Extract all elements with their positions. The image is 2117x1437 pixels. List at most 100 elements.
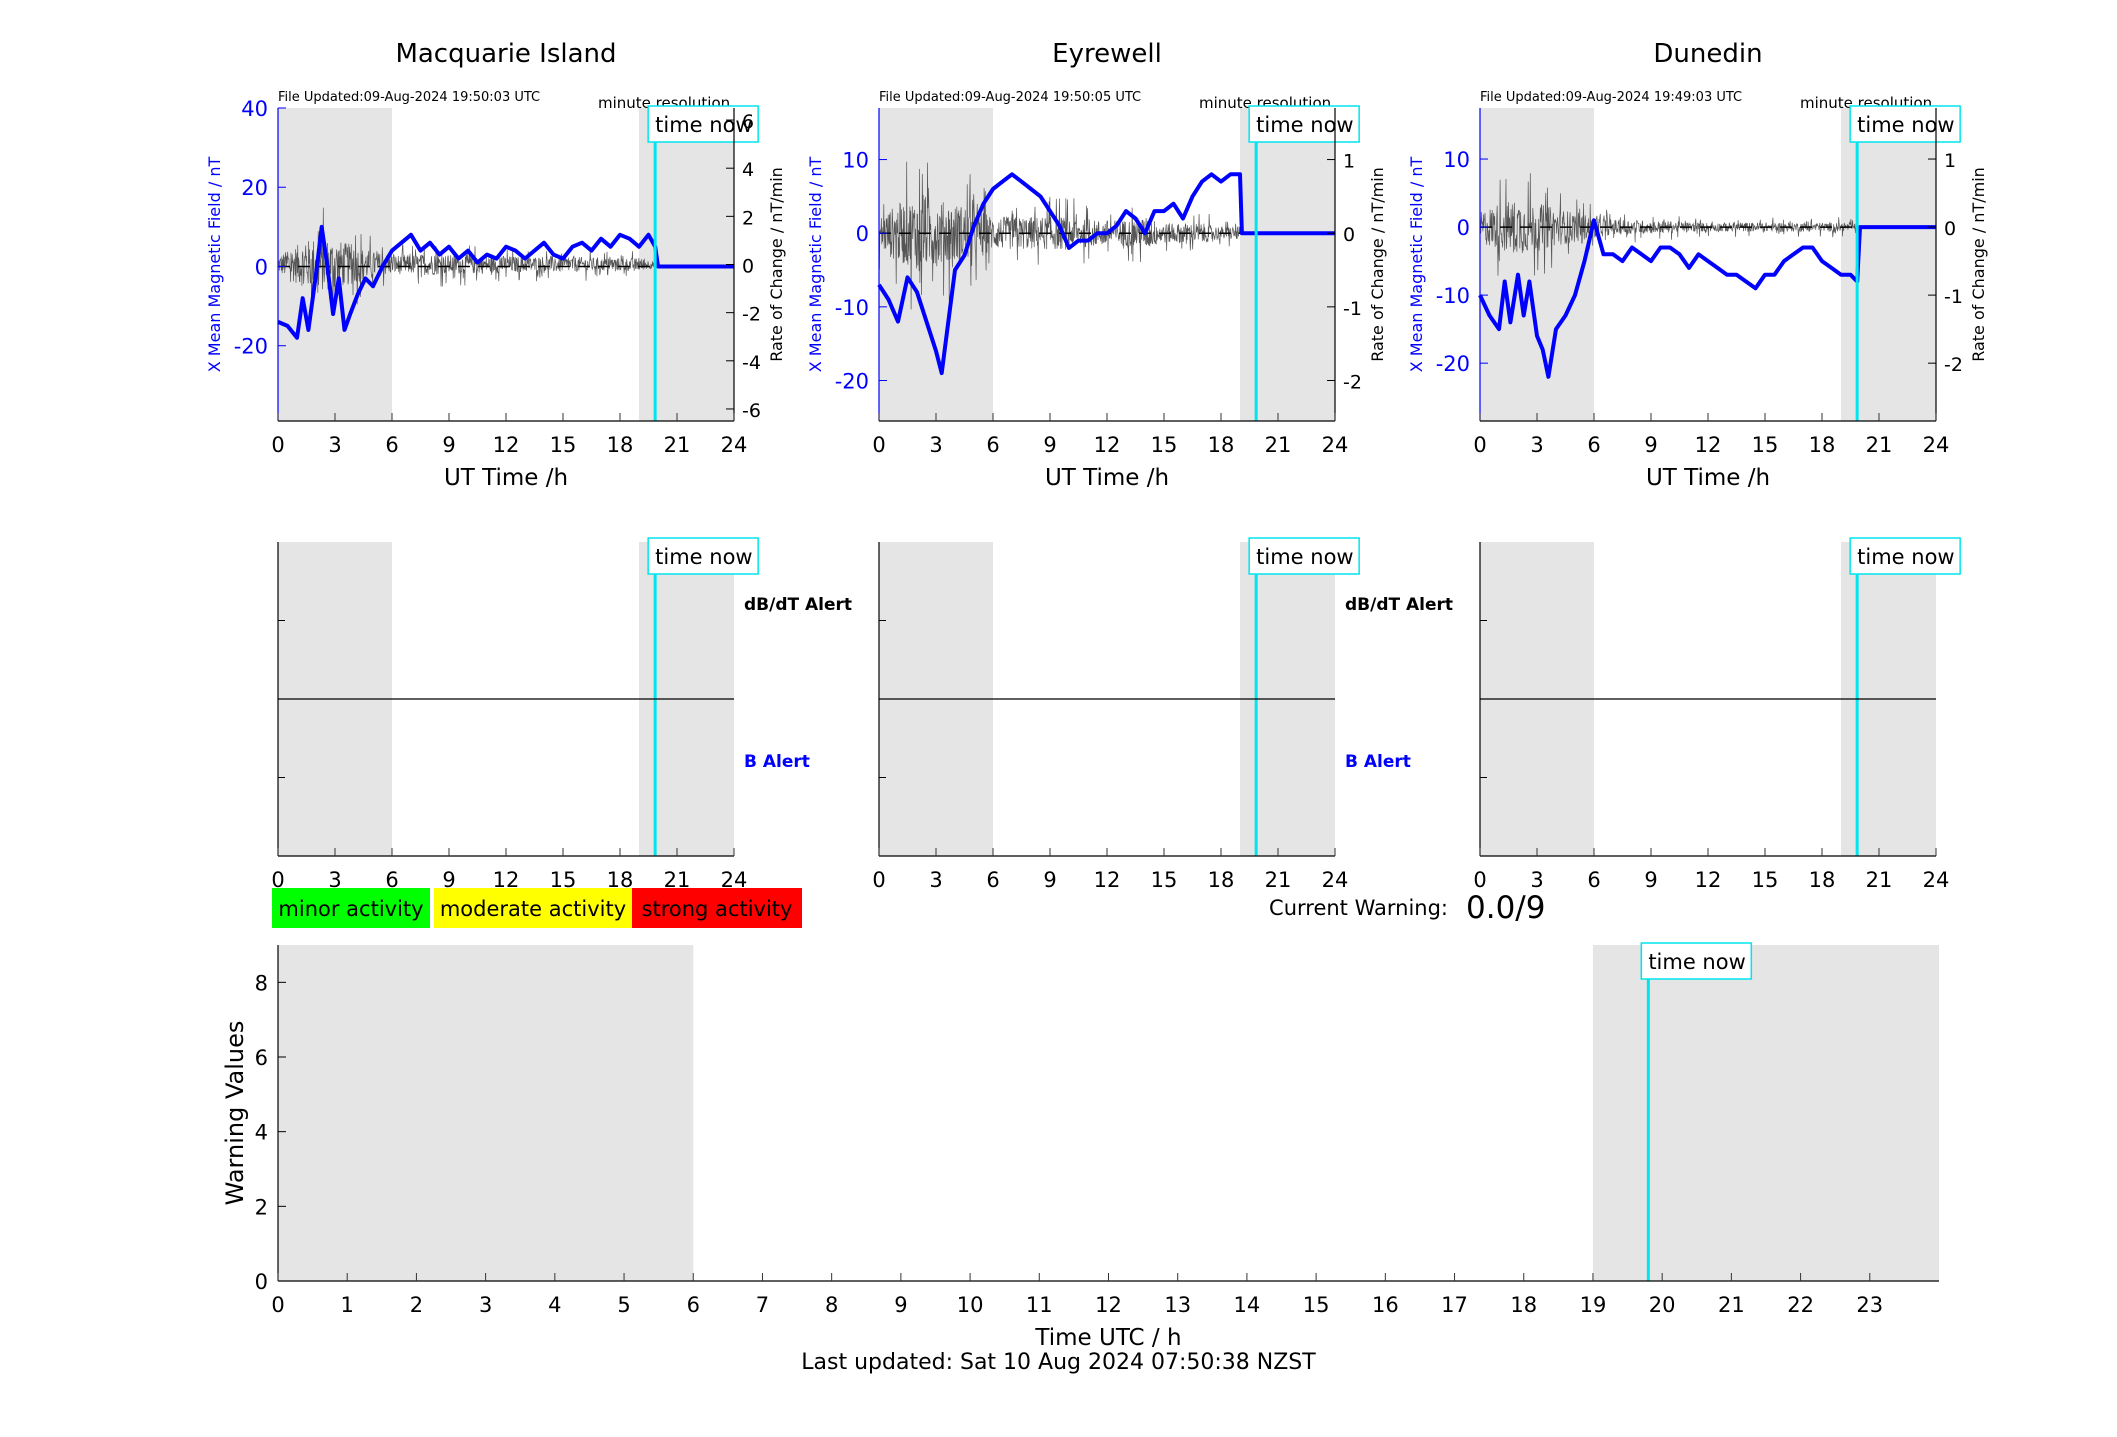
station-1-xtick-label-1: 3 (929, 433, 942, 457)
alert-0-xtick-label-2: 6 (385, 868, 398, 892)
alert-0-xtick-label-0: 0 (271, 868, 284, 892)
alert-0-xtick-label-3: 9 (442, 868, 455, 892)
station-0-ytick-right-label-6: 6 (742, 111, 754, 133)
alert-0-dbdt-label: dB/dT Alert (744, 595, 852, 615)
station-1-xtick-label-0: 0 (872, 433, 885, 457)
station-0-xtick-label-8: 24 (721, 433, 748, 457)
warning-xtick-label-17: 17 (1441, 1293, 1468, 1317)
alert-2-xtick-label-0: 0 (1473, 868, 1486, 892)
station-0-ytick-right-label-5: 4 (742, 159, 754, 181)
legend-strong-label: strong activity (642, 897, 793, 921)
station-1-file-updated: File Updated:09-Aug-2024 19:50:05 UTC (879, 90, 1141, 105)
station-0-ytick-right-label-3: 0 (742, 256, 754, 278)
alert-1-xtick-label-7: 21 (1265, 868, 1292, 892)
station-1-xtick-label-4: 12 (1094, 433, 1121, 457)
station-0-title: Macquarie Island (395, 39, 616, 69)
station-1-ytick-label-1: -10 (835, 296, 869, 320)
warning-xtick-label-9: 9 (894, 1293, 907, 1317)
alert-2-chart: time now 0 3 6 9 12 15 18 21 24 (1473, 537, 1961, 892)
alert-1-dbdt-label: dB/dT Alert (1345, 595, 1453, 615)
alert-0-xtick-label-1: 3 (328, 868, 341, 892)
warning-xtick-label-16: 16 (1372, 1293, 1399, 1317)
station-0-xtick-label-0: 0 (271, 433, 284, 457)
alert-1-xtick-label-6: 18 (1208, 868, 1235, 892)
warning-xtick-label-2: 2 (410, 1293, 423, 1317)
warning-xtick-label-4: 4 (548, 1293, 561, 1317)
alert-1-time-now-box (1248, 537, 1360, 575)
alert-2-xtick-label-1: 3 (1530, 868, 1543, 892)
station-0-ytick-label-3: 40 (241, 97, 268, 121)
station-0-rate-trace (277, 207, 656, 312)
station-2-ylabel-right: Rate of Change / nT/min (1969, 167, 1988, 362)
station-0-time-now-box (647, 105, 759, 143)
warning-xtick-label-13: 13 (1164, 1293, 1191, 1317)
alert-2-xtick-label-8: 24 (1923, 868, 1950, 892)
warning-xtick-label-7: 7 (756, 1293, 769, 1317)
station-0-field-line (277, 224, 734, 340)
station-0-file-updated: File Updated:09-Aug-2024 19:50:03 UTC (278, 90, 540, 105)
station-1-xtick-label-2: 6 (986, 433, 999, 457)
station-0-ytick-right-label-0: -6 (742, 400, 761, 422)
station-1-ytick-label-2: 0 (856, 222, 869, 246)
warning-xtick-label-18: 18 (1510, 1293, 1537, 1317)
station-0-xtick-label-6: 18 (607, 433, 634, 457)
station-2-xtick-label-1: 3 (1530, 433, 1543, 457)
station-2-file-updated: File Updated:09-Aug-2024 19:49:03 UTC (1480, 90, 1742, 105)
station-2-xtick-label-0: 0 (1473, 433, 1486, 457)
station-1-ytick-label-3: 10 (842, 149, 869, 173)
station-0-xtick-label-2: 6 (385, 433, 398, 457)
station-1-ytick-label-0: -20 (835, 369, 869, 393)
station-0-xtick-label-1: 3 (328, 433, 341, 457)
station-0-ytick-right-label-1: -4 (742, 352, 761, 374)
warning-ytick-label-0: 0 (255, 1270, 268, 1294)
station-0-ytick-right-label-2: -2 (742, 304, 761, 326)
station-0-xlabel: UT Time /h (444, 465, 568, 491)
station-2-field-line (1478, 218, 1936, 379)
station-0-ytick-label-2: 20 (241, 176, 268, 200)
legend-minor-swatch (272, 888, 430, 928)
legend-moderate-label: moderate activity (440, 897, 626, 921)
alert-2-xtick-label-4: 12 (1695, 868, 1722, 892)
alert-2-xtick-label-3: 9 (1644, 868, 1657, 892)
station-0-ytick-label-1: 0 (255, 255, 268, 279)
alert-1-b-label: B Alert (1345, 752, 1411, 772)
warning-xtick-label-15: 15 (1303, 1293, 1330, 1317)
station-2-ytick-right-label-2: 0 (1944, 218, 1956, 240)
warning-time-now-box (1640, 942, 1753, 980)
station-1-ylabel: X Mean Magnetic Field / nT (806, 157, 825, 373)
station-2-xtick-label-5: 15 (1752, 433, 1779, 457)
station-2-ytick-right-label-1: -1 (1944, 286, 1963, 308)
station-1-night-shade-1 (1240, 108, 1335, 421)
alert-1-xtick-label-1: 3 (929, 868, 942, 892)
station-1-ytick-right-label-3: 1 (1343, 151, 1355, 173)
station-2-time-now-label: time now (1857, 113, 1954, 137)
station-0-ytick-label-0: -20 (234, 335, 268, 359)
activity-legend: minor activity moderate activity strong ac… (272, 888, 802, 928)
alert-2-time-now-label: time now (1857, 545, 1954, 569)
warning-night-shade-0 (278, 945, 694, 1281)
warning-ytick-label-4: 8 (255, 971, 268, 995)
station-2-ytick-right-label-3: 1 (1944, 150, 1956, 172)
station-2-xtick-label-3: 9 (1644, 433, 1657, 457)
alert-1-xtick-label-3: 9 (1043, 868, 1056, 892)
legend-minor-label: minor activity (278, 897, 423, 921)
warning-xtick-label-10: 10 (957, 1293, 984, 1317)
warning-xtick-label-1: 1 (341, 1293, 354, 1317)
station-0-ylabel-right: Rate of Change / nT/min (767, 167, 786, 362)
warning-xtick-label-3: 3 (479, 1293, 492, 1317)
station-0-ylabel: X Mean Magnetic Field / nT (205, 157, 224, 373)
alert-1-xtick-label-8: 24 (1322, 868, 1349, 892)
station-1-xtick-label-8: 24 (1322, 433, 1349, 457)
alert-2-xtick-label-7: 21 (1866, 868, 1893, 892)
station-0-xtick-label-5: 15 (550, 433, 577, 457)
station-2-ylabel: X Mean Magnetic Field / nT (1407, 157, 1426, 373)
station-1-title: Eyrewell (1052, 39, 1162, 69)
warning-xtick-label-20: 20 (1649, 1293, 1676, 1317)
warning-xtick-label-0: 0 (271, 1293, 284, 1317)
current-warning-label: Current Warning: (1269, 896, 1448, 920)
station-0-xtick-label-3: 9 (442, 433, 455, 457)
legend-strong-swatch (632, 888, 802, 928)
station-2-xtick-label-7: 21 (1866, 433, 1893, 457)
